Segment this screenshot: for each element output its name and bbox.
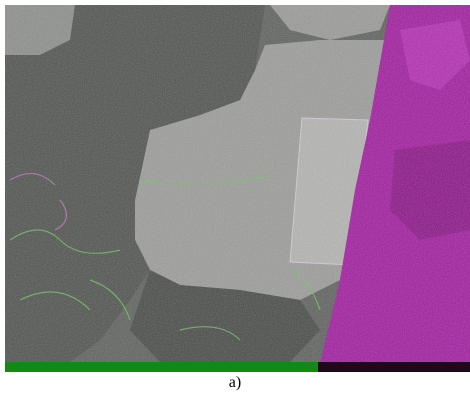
figure-image (0, 0, 470, 372)
figure-caption: a) (0, 374, 470, 392)
page: a) (() => { const data = JSON.parse(docu… (0, 0, 470, 397)
